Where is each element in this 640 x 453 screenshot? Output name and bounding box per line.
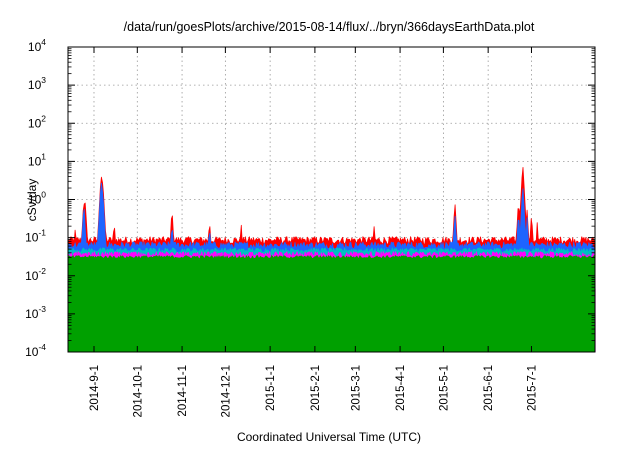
y-tick-label: 10-4	[25, 342, 46, 359]
y-tick-exponent: -2	[38, 266, 46, 276]
x-tick-label: 2014-11-1	[177, 365, 189, 417]
y-tick-label: 102	[28, 113, 46, 130]
y-tick-label: 103	[28, 75, 46, 92]
y-tick-exponent: -3	[38, 304, 46, 314]
x-tick-label: 2015-6-1	[483, 365, 495, 411]
grid-layer	[68, 46, 595, 353]
x-tick-label: 2015-3-1	[350, 365, 362, 411]
y-tick-base: 10	[25, 269, 39, 283]
y-tick-label: 10-2	[25, 266, 46, 283]
y-tick-exponent: -1	[38, 228, 46, 238]
y-tick-base: 10	[25, 231, 39, 245]
x-tick-label: 2014-12-1	[220, 365, 232, 417]
y-tick-base: 10	[25, 345, 39, 359]
y-tick-label: 101	[28, 151, 46, 168]
y-tick-base: 10	[28, 78, 42, 92]
x-tick-label: 2014-10-1	[132, 365, 144, 417]
y-tick-exponent: 2	[41, 113, 46, 123]
x-tick-label: 2015-5-1	[438, 365, 450, 411]
chart-title: /data/run/goesPlots/archive/2015-08-14/f…	[124, 20, 535, 34]
y-tick-label: 104	[28, 37, 46, 54]
y-tick-base: 10	[28, 40, 42, 54]
x-tick-label: 2015-7-1	[526, 365, 538, 411]
series-area	[67, 255, 596, 353]
y-tick-label: 100	[28, 190, 46, 207]
y-tick-exponent: 4	[41, 37, 46, 47]
y-tick-base: 10	[28, 154, 42, 168]
x-tick-label: 2015-2-1	[310, 365, 322, 411]
x-axis-label: Coordinated Universal Time (UTC)	[237, 430, 421, 444]
x-tick-label: 2015-4-1	[395, 365, 407, 411]
y-tick-base: 10	[28, 193, 42, 207]
frame-layer: 2014-9-1 2014-10-1 2014-11-1 2014-12-1 2015-…	[25, 37, 596, 417]
x-tick-label: 2015-1-1	[265, 365, 277, 411]
y-axis-label: cSv/day	[25, 179, 39, 222]
series-layer	[67, 167, 596, 353]
y-tick-exponent: 0	[41, 190, 46, 200]
x-tick-label: 2014-9-1	[89, 365, 101, 411]
plot-frame	[67, 46, 596, 353]
y-tick-label: 10-3	[25, 304, 46, 321]
y-tick-exponent: 3	[41, 75, 46, 85]
y-tick-base: 10	[28, 116, 42, 130]
y-tick-label: 10-1	[25, 228, 46, 245]
y-tick-exponent: 1	[41, 151, 46, 161]
y-tick-exponent: -4	[38, 342, 46, 352]
y-tick-base: 10	[25, 307, 39, 321]
